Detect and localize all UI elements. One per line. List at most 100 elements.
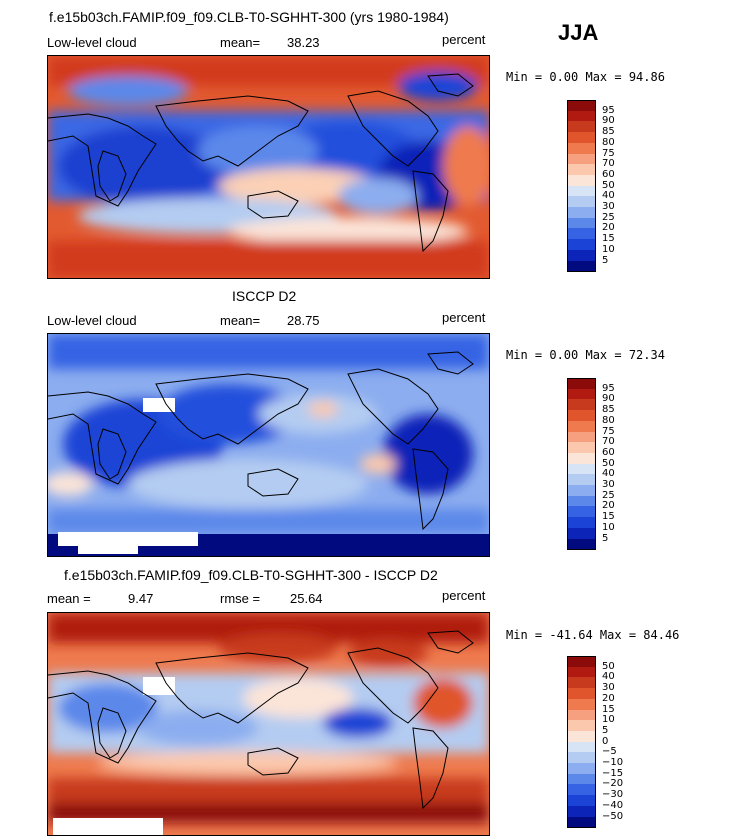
- colorbar-swatch: [567, 666, 596, 678]
- colorbar-label: 25: [602, 211, 615, 223]
- panel-1-minmax: Min = 0.00 Max = 94.86: [506, 70, 665, 84]
- colorbar-swatch: [567, 153, 596, 165]
- colorbar-swatch: [567, 442, 596, 454]
- colorbar-swatch: [567, 132, 596, 144]
- colorbar-swatch: [567, 420, 596, 432]
- panel-1-mean-label: mean=: [220, 35, 261, 50]
- colorbar-swatch: [567, 239, 596, 251]
- colorbar-swatch: [567, 121, 596, 133]
- panel-1-variable-label: Low-level cloud: [47, 35, 137, 50]
- colorbar-swatch: [567, 517, 596, 529]
- colorbar-swatch: [567, 142, 596, 154]
- colorbar-swatch: [567, 110, 596, 122]
- colorbar-swatch: [567, 217, 596, 229]
- panel-1-map: [47, 55, 490, 279]
- colorbar-label: 25: [602, 489, 615, 501]
- panel-2-mean-value: 28.75: [287, 313, 320, 328]
- colorbar-swatch: [567, 431, 596, 443]
- colorbar-label: 10: [602, 714, 615, 726]
- colorbar-label: −10: [602, 757, 624, 768]
- colorbar-label: 50: [602, 179, 615, 191]
- colorbar-label: 70: [602, 158, 615, 170]
- colorbar-swatch: [567, 174, 596, 187]
- colorbar-label: 85: [602, 404, 615, 416]
- panel-2-units: percent: [442, 310, 486, 325]
- colorbar-label: 90: [602, 393, 615, 405]
- colorbar-swatch: [567, 506, 596, 518]
- colorbar-label: −5: [602, 746, 617, 758]
- colorbar-swatch: [567, 485, 596, 497]
- panel-3-minmax: Min = -41.64 Max = 84.46: [506, 628, 680, 642]
- colorbar-swatch: [567, 795, 596, 807]
- panel-1-title: f.e15b03ch.FAMIP.f09_f09.CLB-T0-SGHHT-30…: [49, 9, 449, 25]
- colorbar-label: 5: [602, 532, 609, 544]
- colorbar-swatch: [567, 763, 596, 775]
- colorbar-swatch: [567, 773, 596, 785]
- colorbar-swatch: [567, 410, 596, 422]
- colorbar-label: 15: [602, 511, 615, 523]
- colorbar-swatch: [567, 228, 596, 240]
- panel-1-units: percent: [442, 32, 486, 47]
- panel-3-title: f.e15b03ch.FAMIP.f09_f09.CLB-T0-SGHHT-30…: [64, 567, 438, 583]
- colorbar-swatch: [567, 688, 596, 700]
- colorbar-swatch: [567, 164, 596, 176]
- colorbar-swatch: [567, 730, 596, 743]
- colorbar-label: −40: [602, 799, 624, 811]
- colorbar-swatch: [567, 495, 596, 507]
- colorbar-swatch: [567, 698, 596, 710]
- colorbar-swatch: [567, 741, 596, 753]
- panel-3-mean-value: 9.47: [128, 591, 154, 606]
- colorbar-swatch: [567, 752, 596, 764]
- colorbar-label: 75: [602, 147, 615, 159]
- colorbar-label: 70: [602, 436, 615, 448]
- colorbar-label: 95: [602, 382, 615, 394]
- colorbar-label: 5: [602, 254, 609, 266]
- panel-2-map: [47, 333, 490, 557]
- colorbar-label: 5: [602, 724, 609, 736]
- colorbar-swatch: [567, 538, 596, 550]
- panel-3-colorbar: 50 40 30 20 15 10 5 0 −5 −10 −15 −20 −30 −40 −50: [567, 656, 637, 828]
- colorbar-swatch: [567, 720, 596, 732]
- colorbar-label: 90: [602, 115, 615, 127]
- colorbar-swatch: [567, 677, 596, 689]
- colorbar-swatch: [567, 452, 596, 465]
- colorbar-swatch: [567, 185, 596, 197]
- colorbar-swatch: [567, 527, 596, 539]
- colorbar-label: 20: [602, 692, 615, 704]
- colorbar-label: 95: [602, 104, 615, 116]
- colorbar-label: −50: [602, 810, 624, 822]
- colorbar-swatch: [567, 260, 596, 272]
- colorbar-label: 0: [602, 735, 609, 747]
- colorbar-swatch: [567, 816, 596, 828]
- season-label: JJA: [558, 20, 599, 45]
- panel-3-mean-label: mean =: [47, 591, 91, 606]
- colorbar-swatch: [567, 656, 596, 668]
- colorbar-label: −20: [602, 778, 624, 790]
- colorbar-label: 75: [602, 425, 615, 437]
- panel-3-rmse-label: rmse =: [220, 591, 261, 606]
- colorbar-label: 60: [602, 168, 615, 180]
- colorbar-swatch: [567, 196, 596, 208]
- colorbar-swatch: [567, 474, 596, 486]
- panel-2-mean-label: mean=: [220, 313, 261, 328]
- colorbar-swatch: [567, 100, 596, 112]
- colorbar-label: 85: [602, 126, 615, 138]
- colorbar-label: 50: [602, 457, 615, 469]
- panel-3-rmse-value: 25.64: [290, 591, 323, 606]
- colorbar-label: −30: [602, 789, 624, 801]
- panel-3-units: percent: [442, 588, 486, 603]
- colorbar-label: 15: [602, 703, 615, 715]
- colorbar-label: 40: [602, 468, 615, 480]
- colorbar-swatch: [567, 207, 596, 219]
- colorbar-label: 40: [602, 671, 615, 683]
- colorbar-label: 30: [602, 479, 615, 490]
- colorbar-swatch: [567, 784, 596, 796]
- colorbar-label: 20: [602, 500, 615, 512]
- colorbar-label: 50: [602, 660, 615, 672]
- colorbar-label: 80: [602, 414, 615, 426]
- colorbar-swatch: [567, 249, 596, 261]
- colorbar-swatch: [567, 378, 596, 390]
- colorbar-label: −15: [602, 767, 624, 779]
- colorbar-label: 30: [602, 682, 615, 694]
- colorbar-label: 10: [602, 521, 615, 533]
